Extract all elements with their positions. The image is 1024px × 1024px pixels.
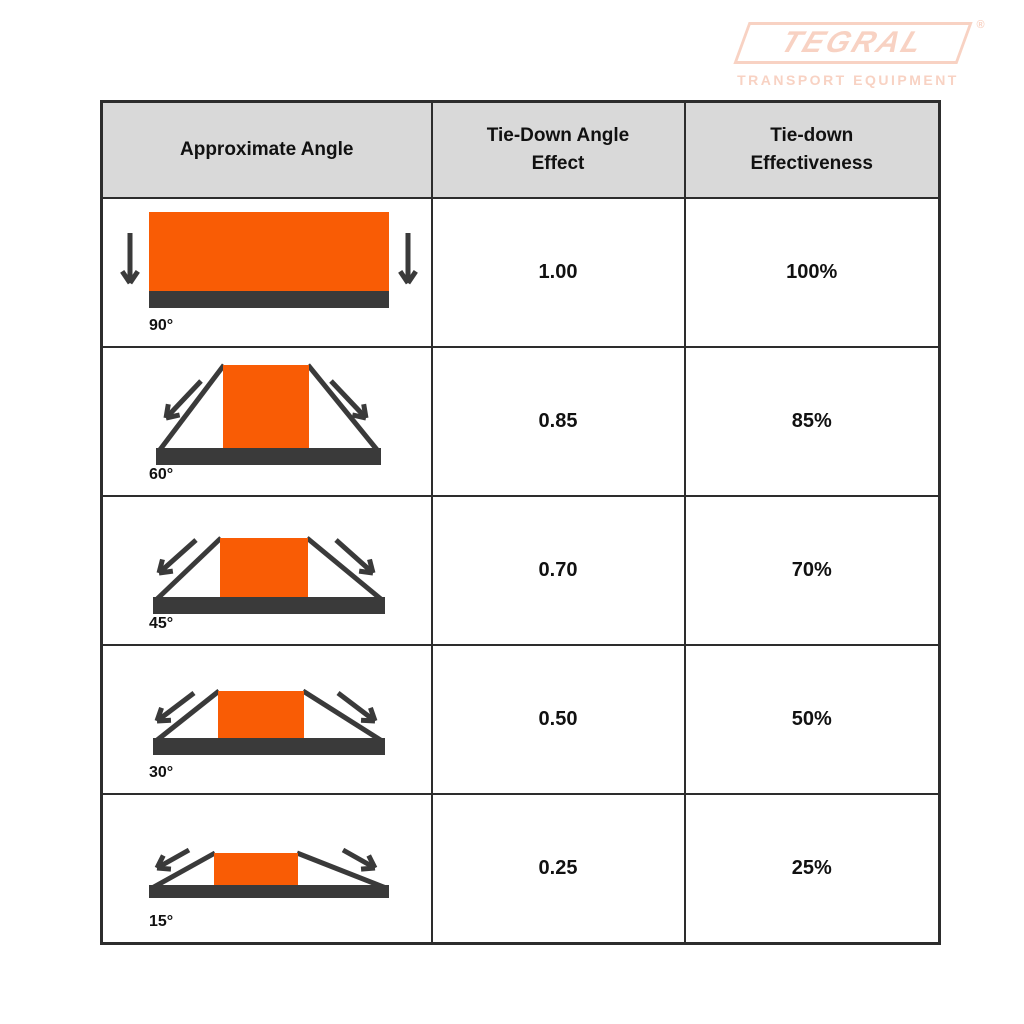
effectiveness-value-45: 70%	[683, 495, 941, 646]
angle-diagram-45	[153, 536, 385, 614]
angle-diagram-30	[153, 688, 385, 755]
angle-label-90: 90°	[149, 317, 174, 334]
table-row-45: 45° 0.70 70%	[100, 495, 941, 646]
header-tiedown-effectiveness: Tie-down Effectiveness	[683, 100, 941, 199]
effect-value-30: 0.50	[430, 644, 686, 795]
header-approximate-angle: Approximate Angle	[100, 100, 433, 199]
angle-diagram-cell-15: 15°	[100, 793, 433, 945]
tegral-logo-tagline: TRANSPORT EQUIPMENT	[737, 72, 959, 88]
effect-value-60: 0.85	[430, 346, 686, 497]
tiedown-effectiveness-table: Approximate Angle Tie-Down Angle Effect …	[100, 100, 941, 945]
angle-diagram-cell-90: 90°	[100, 197, 433, 348]
effectiveness-value-60: 85%	[683, 346, 941, 497]
table-row-90: 90° 1.00 100%	[100, 197, 941, 348]
table-row-30: 30° 0.50 50%	[100, 644, 941, 795]
angle-diagram-cell-45: 45°	[100, 495, 433, 646]
tegral-logo: TEGRAL ® TRANSPORT EQUIPMENT	[733, 19, 985, 88]
effectiveness-value-30: 50%	[683, 644, 941, 795]
angle-diagram-cell-60: 60°	[100, 346, 433, 497]
header-row: Approximate Angle Tie-Down Angle Effect …	[100, 100, 941, 199]
angle-label-45: 45°	[149, 615, 174, 632]
effect-value-15: 0.25	[430, 793, 686, 945]
effectiveness-value-90: 100%	[683, 197, 941, 348]
angle-diagram-60	[156, 363, 381, 465]
registered-trademark-icon: ®	[976, 19, 985, 31]
angle-label-15: 15°	[149, 913, 174, 930]
header-tiedown-angle-effect: Tie-Down Angle Effect	[430, 100, 686, 199]
angle-label-30: 30°	[149, 764, 174, 781]
effectiveness-value-15: 25%	[683, 793, 941, 945]
tegral-logo-frame: TEGRAL ®	[733, 19, 985, 64]
tegral-logo-wordmark: TEGRAL	[776, 26, 930, 59]
angle-label-60: 60°	[149, 466, 174, 483]
effect-value-45: 0.70	[430, 495, 686, 646]
effect-value-90: 1.00	[430, 197, 686, 348]
angle-diagram-cell-30: 30°	[100, 644, 433, 795]
angle-diagram-15	[149, 847, 389, 898]
table-row-60: 60° 0.85 85%	[100, 346, 941, 497]
angle-diagram-90	[120, 212, 418, 308]
table-row-15: 15° 0.25 25%	[100, 793, 941, 945]
